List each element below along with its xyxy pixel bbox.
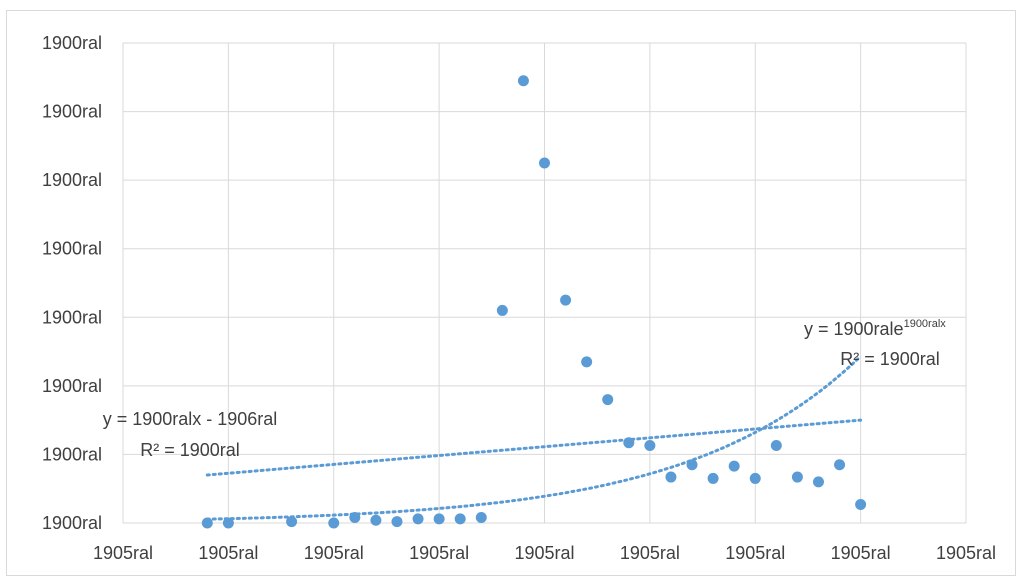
data-point xyxy=(454,513,466,525)
data-point xyxy=(791,471,803,483)
x-tick-label: 1905ral xyxy=(831,543,891,563)
data-point xyxy=(770,440,782,452)
y-tick-label: 1900ral xyxy=(42,444,102,464)
data-point xyxy=(391,516,403,528)
linear-trend-equation: y = 1900ralx - 1906ral xyxy=(103,409,278,429)
data-point xyxy=(834,459,846,471)
data-points xyxy=(201,75,867,529)
data-point xyxy=(286,516,298,528)
data-point xyxy=(328,517,340,529)
y-tick-label: 1900ral xyxy=(42,376,102,396)
data-point xyxy=(433,513,445,525)
data-point xyxy=(644,440,656,452)
data-point xyxy=(665,471,677,483)
exponential-trendline xyxy=(205,354,863,521)
linear-trendline xyxy=(205,418,863,477)
data-point xyxy=(201,517,213,529)
exp-trend-equation-main: y = 1900rale xyxy=(804,319,904,339)
data-point xyxy=(517,75,529,87)
data-point xyxy=(812,476,824,488)
y-tick-label: 1900ral xyxy=(42,513,102,533)
y-tick-label: 1900ral xyxy=(42,33,102,53)
chart-frame xyxy=(6,10,1016,576)
linear-trend-r2: R² = 1900ral xyxy=(140,440,240,460)
y-tick-label: 1900ral xyxy=(42,307,102,327)
data-point xyxy=(496,304,508,316)
x-tick-label: 1905ral xyxy=(936,543,996,563)
data-point xyxy=(855,498,867,510)
data-point xyxy=(560,294,572,306)
x-tick-label: 1905ral xyxy=(725,543,785,563)
x-tick-label: 1905ral xyxy=(304,543,364,563)
tick-labels: 1905ral 1905ral 1905ral 1905ral 1905ral 1905r… xyxy=(42,33,996,563)
data-point xyxy=(581,356,593,368)
x-tick-label: 1905ral xyxy=(620,543,680,563)
data-point xyxy=(412,513,424,525)
data-point xyxy=(475,512,487,524)
y-tick-label: 1900ral xyxy=(42,239,102,259)
x-tick-label: 1905ral xyxy=(514,543,574,563)
data-point xyxy=(749,472,761,484)
data-point xyxy=(602,394,614,406)
y-tick-label: 1900ral xyxy=(42,170,102,190)
data-point xyxy=(539,157,550,169)
exp-trend-equation: y = 1900rale1900ralx xyxy=(804,318,946,339)
gridlines xyxy=(122,42,967,524)
data-point xyxy=(349,512,361,524)
x-tick-label: 1905ral xyxy=(198,543,258,563)
exp-trend-equation-exponent: 1900ralx xyxy=(904,318,947,330)
exp-trend-r2: R² = 1900ral xyxy=(840,349,940,369)
y-tick-label: 1900ral xyxy=(42,102,102,122)
data-point xyxy=(222,517,234,529)
data-point xyxy=(686,459,698,471)
data-point xyxy=(707,472,719,484)
x-tick-label: 1905ral xyxy=(409,543,469,563)
data-point xyxy=(623,437,635,449)
x-tick-label: 1905ral xyxy=(93,543,153,563)
trendlines xyxy=(205,354,863,521)
data-point xyxy=(728,460,740,472)
data-point xyxy=(370,514,382,526)
